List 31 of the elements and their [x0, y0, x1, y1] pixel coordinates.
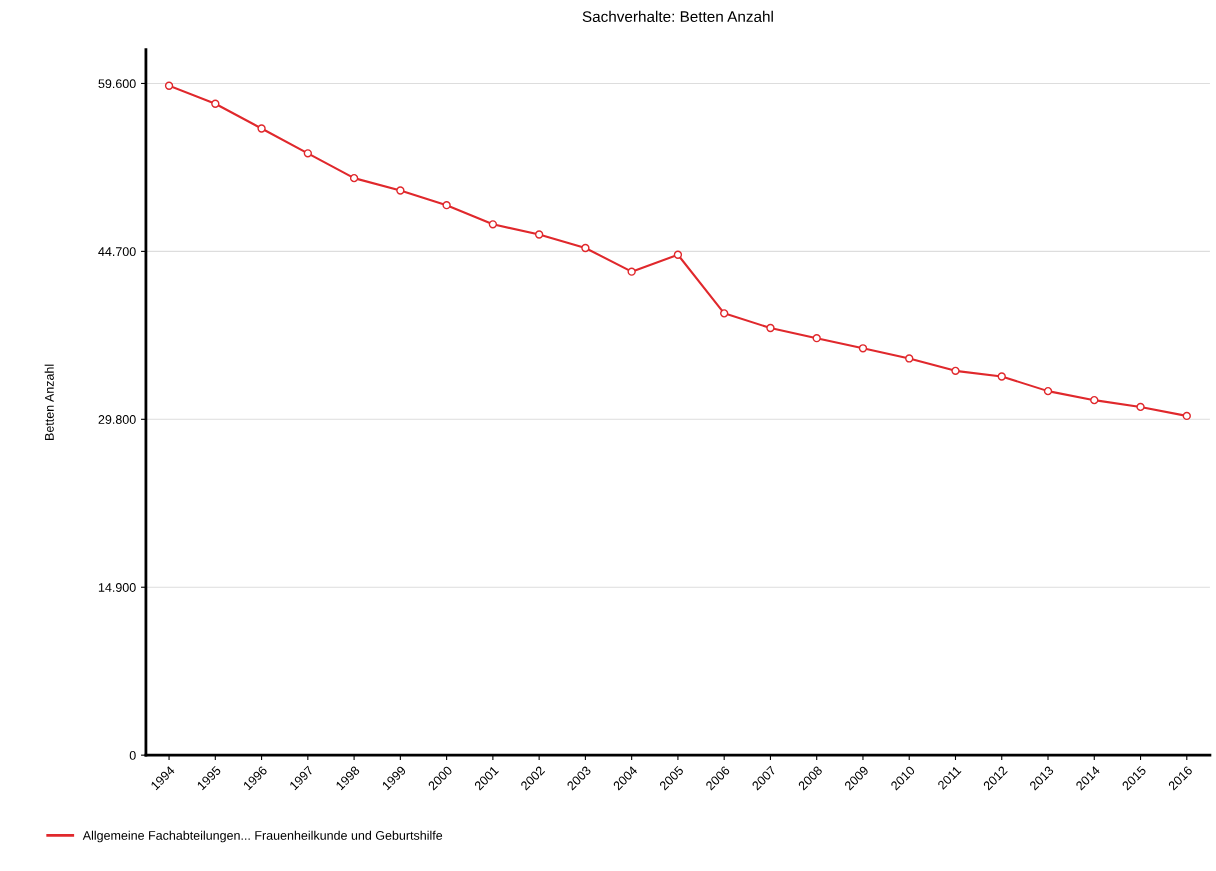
point	[1182, 411, 1191, 421]
point	[1043, 386, 1053, 396]
point	[534, 230, 544, 239]
point	[396, 186, 405, 195]
y-tick-label: 44.700	[98, 247, 136, 257]
chart-title: Sachverhalte: Betten Anzahl	[582, 10, 773, 23]
point	[1136, 402, 1145, 412]
point	[303, 149, 313, 158]
legend-label: Allgemeine Fachabteilungen... Frauenheilkunde und Geburtshilfe	[82, 830, 443, 843]
point	[673, 250, 683, 259]
y-tick-label: 29.800	[98, 415, 136, 424]
point	[951, 366, 960, 376]
point	[858, 344, 868, 353]
point	[905, 354, 914, 363]
point	[766, 323, 775, 333]
point	[257, 124, 266, 133]
point	[997, 372, 1006, 381]
y-tick-label: 14.900	[98, 583, 136, 592]
y-axis-title: Betten Anzahl	[44, 364, 54, 440]
point	[812, 333, 821, 343]
point	[164, 81, 174, 90]
point	[720, 309, 729, 318]
point	[1090, 395, 1099, 405]
point	[349, 173, 359, 183]
y-tick-label: 59.600	[98, 79, 136, 89]
point	[442, 201, 451, 210]
point	[211, 99, 220, 108]
point	[581, 243, 590, 253]
point	[488, 220, 498, 229]
point	[627, 267, 636, 276]
y-tick-label: 0	[129, 750, 136, 760]
